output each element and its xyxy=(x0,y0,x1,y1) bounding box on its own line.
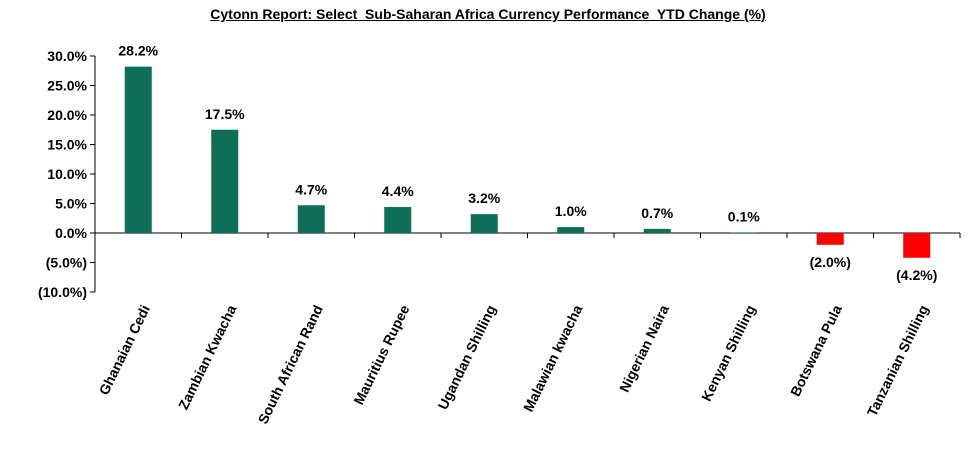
bar xyxy=(211,129,239,233)
chart-title: Cytonn Report: Select Sub-Saharan Africa… xyxy=(210,6,766,22)
bar xyxy=(470,214,498,233)
bar xyxy=(124,66,152,234)
y-tick-label: (10.0%) xyxy=(38,284,87,300)
data-label: 28.2% xyxy=(118,43,158,59)
bar xyxy=(903,233,931,258)
x-tick-label: Kenyan Shilling xyxy=(698,302,758,403)
bar xyxy=(816,233,844,245)
x-axis xyxy=(94,232,961,238)
x-tick-label: Tanzanian Shilling xyxy=(864,302,932,419)
y-tick-label: 5.0% xyxy=(55,196,87,212)
data-label: 4.4% xyxy=(382,183,414,199)
x-tick-label: Botswana Pula xyxy=(787,302,845,399)
y-tick-label: 25.0% xyxy=(47,78,87,94)
bar xyxy=(730,232,758,233)
data-label: 4.7% xyxy=(295,181,327,197)
x-tick-label: Mauritius Rupee xyxy=(350,302,412,407)
x-tick-labels: Ghanaian Cedi Zambian Kwacha South African… xyxy=(96,302,932,426)
x-tick-label: Nigerian Naira xyxy=(616,302,672,395)
y-tick-label: 20.0% xyxy=(47,107,87,123)
x-tick-label: Ugandan Shilling xyxy=(434,302,499,412)
x-tick-label: Malawian kwacha xyxy=(520,302,586,414)
data-label: 0.1% xyxy=(728,208,760,224)
data-label: (2.0%) xyxy=(810,254,851,270)
y-tick-label: 10.0% xyxy=(47,166,87,182)
bar xyxy=(557,227,585,233)
data-label: 3.2% xyxy=(468,190,500,206)
y-axis: 30.0% 25.0% 20.0% 15.0% 10.0% 5.0% 0.0% (5.0%) (… xyxy=(38,48,96,300)
bar xyxy=(384,207,412,233)
x-tick-label: Zambian Kwacha xyxy=(175,302,240,412)
data-label: 17.5% xyxy=(205,106,245,122)
data-label: (4.2%) xyxy=(896,267,937,283)
y-tick-label: (5.0%) xyxy=(46,255,87,271)
x-tick-label: South African Rand xyxy=(255,302,326,426)
bars xyxy=(124,66,931,258)
y-tick-label: 30.0% xyxy=(47,48,87,64)
data-label: 0.7% xyxy=(641,205,673,221)
bar xyxy=(643,228,671,233)
y-tick-label: 0.0% xyxy=(55,225,87,241)
data-label: 1.0% xyxy=(555,203,587,219)
y-tick-label: 15.0% xyxy=(47,137,87,153)
bar xyxy=(297,205,325,233)
data-labels: 28.2% 17.5% 4.7% 4.4% 3.2% 1.0% 0.7% 0.1% (2.0%)… xyxy=(118,43,937,283)
x-tick-label: Ghanaian Cedi xyxy=(96,302,153,397)
